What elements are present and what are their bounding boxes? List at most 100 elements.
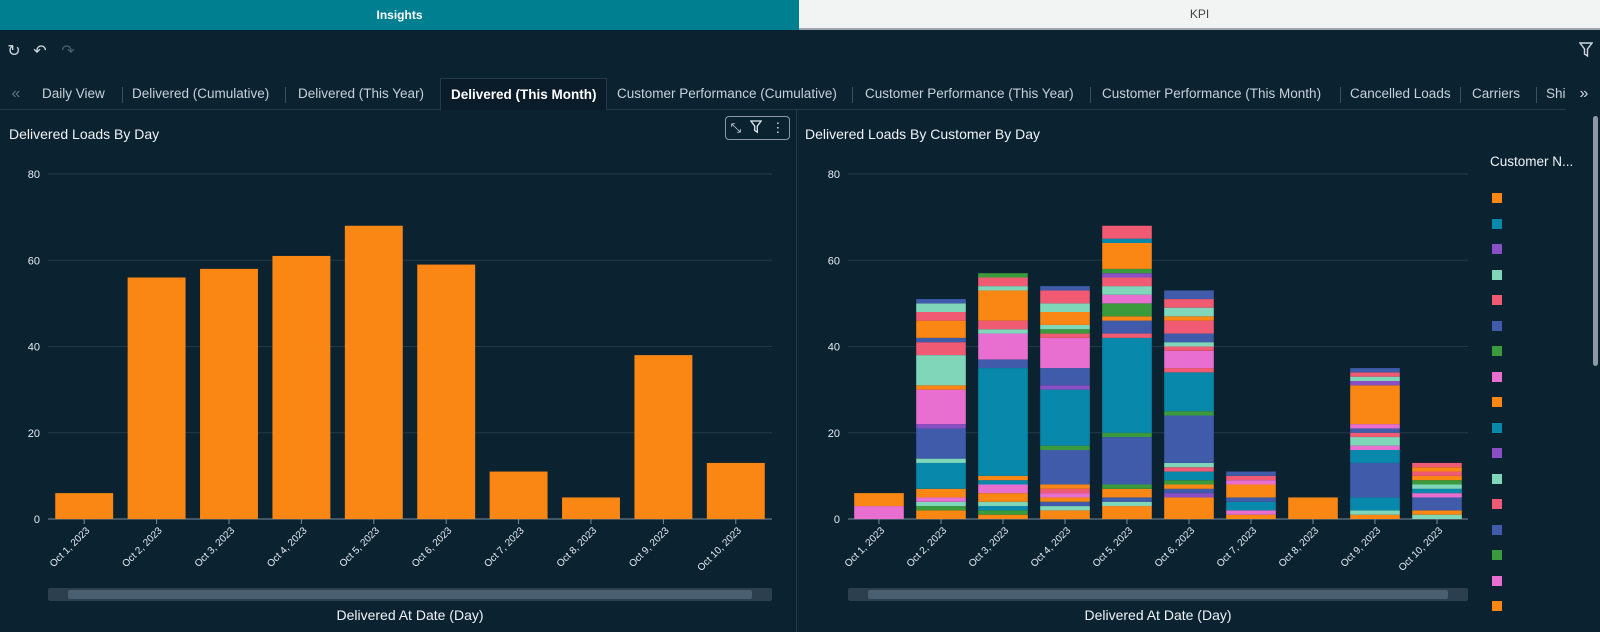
stacked-bar-segment[interactable]: [1164, 299, 1214, 308]
tab-insights[interactable]: Insights: [0, 0, 799, 30]
stacked-bar-segment[interactable]: [916, 510, 966, 519]
stacked-bar-segment[interactable]: [1164, 497, 1214, 519]
legend-swatch[interactable]: [1492, 550, 1502, 560]
stacked-bar-segment[interactable]: [916, 303, 966, 312]
stacked-bar-segment[interactable]: [1040, 484, 1090, 489]
stacked-bar-segment[interactable]: [978, 333, 1028, 360]
stacked-bar-segment[interactable]: [1164, 290, 1214, 300]
stacked-bar-segment[interactable]: [1226, 501, 1276, 511]
stacked-bar-segment[interactable]: [1040, 445, 1090, 450]
stacked-bar-segment[interactable]: [1040, 290, 1090, 304]
sheet-tab-delivered-this-year[interactable]: Delivered (This Year): [298, 86, 425, 101]
stacked-bar-segment[interactable]: [1164, 467, 1214, 472]
legend-swatch[interactable]: [1492, 601, 1502, 611]
stacked-bar-segment[interactable]: [1040, 450, 1090, 485]
stacked-bar-segment[interactable]: [1102, 277, 1152, 287]
bar[interactable]: [489, 471, 548, 519]
stacked-bar-segment[interactable]: [916, 501, 966, 507]
stacked-bar-segment[interactable]: [1226, 480, 1276, 485]
legend-swatch[interactable]: [1492, 448, 1502, 458]
stacked-bar-segment[interactable]: [1040, 497, 1090, 502]
stacked-bar-segment[interactable]: [1226, 497, 1276, 502]
stacked-bar-segment[interactable]: [1412, 493, 1462, 498]
stacked-bar-segment[interactable]: [1350, 514, 1400, 519]
stacked-bar-segment[interactable]: [978, 501, 1028, 507]
stacked-bar-segment[interactable]: [1226, 484, 1276, 498]
scrollbar-thumb[interactable]: [868, 590, 1448, 599]
stacked-bar-segment[interactable]: [1412, 480, 1462, 485]
undo-icon[interactable]: ↶: [33, 43, 47, 60]
stacked-bar-segment[interactable]: [1040, 488, 1090, 494]
stacked-bar-segment[interactable]: [1102, 506, 1152, 519]
stacked-bar-segment[interactable]: [1102, 225, 1152, 239]
stacked-bar-segment[interactable]: [978, 329, 1028, 334]
stacked-bar-segment[interactable]: [978, 273, 1028, 278]
stacked-bar-segment[interactable]: [978, 368, 1028, 476]
scroll-left-icon[interactable]: «: [11, 85, 21, 102]
legend-swatch[interactable]: [1492, 244, 1502, 254]
stacked-bar-segment[interactable]: [916, 506, 966, 511]
stacked-bar-segment[interactable]: [1040, 501, 1090, 507]
stacked-bar-segment[interactable]: [1102, 432, 1152, 438]
stacked-bar-segment[interactable]: [1164, 316, 1214, 321]
stacked-bar-segment[interactable]: [1350, 385, 1400, 425]
scrollbar-thumb[interactable]: [68, 590, 752, 599]
stacked-bar-segment[interactable]: [1164, 484, 1214, 489]
bar[interactable]: [634, 355, 693, 519]
stacked-bar-segment[interactable]: [1350, 497, 1400, 511]
stacked-bar-segment[interactable]: [1040, 385, 1090, 390]
bar[interactable]: [706, 462, 765, 519]
stacked-bar-segment[interactable]: [1350, 437, 1400, 446]
stacked-bar-segment[interactable]: [1164, 471, 1214, 481]
stacked-bar-segment[interactable]: [916, 462, 966, 489]
stacked-bar-segment[interactable]: [1102, 273, 1152, 278]
stacked-bar-segment[interactable]: [916, 312, 966, 321]
tab-kpi[interactable]: KPI: [799, 0, 1600, 30]
stacked-bar-segment[interactable]: [1040, 368, 1090, 386]
stacked-bar-segment[interactable]: [1040, 337, 1090, 369]
stacked-bar-segment[interactable]: [978, 277, 1028, 287]
stacked-bar-segment[interactable]: [1102, 294, 1152, 304]
stacked-bar-segment[interactable]: [1102, 316, 1152, 321]
legend-swatch[interactable]: [1492, 218, 1502, 229]
stacked-bar-segment[interactable]: [1102, 238, 1152, 243]
stacked-bar-segment[interactable]: [1164, 411, 1214, 416]
sheet-tab-customer-performance-this-month[interactable]: Customer Performance (This Month): [1102, 86, 1322, 101]
stacked-bar-segment[interactable]: [978, 493, 1028, 502]
stacked-bar-segment[interactable]: [1412, 488, 1462, 494]
stacked-bar-segment[interactable]: [916, 299, 966, 304]
stacked-bar-segment[interactable]: [1412, 467, 1462, 472]
stacked-bar-segment[interactable]: [1102, 484, 1152, 489]
stacked-bar-segment[interactable]: [978, 480, 1028, 485]
stacked-bar-segment[interactable]: [1350, 510, 1400, 515]
legend-swatch[interactable]: [1492, 499, 1502, 509]
stacked-bar-segment[interactable]: [1040, 506, 1090, 511]
stacked-bar-segment[interactable]: [1102, 243, 1152, 269]
visual-filter-icon[interactable]: [749, 119, 763, 137]
stacked-bar-segment[interactable]: [916, 389, 966, 425]
stacked-bar-segment[interactable]: [1164, 415, 1214, 463]
stacked-bar-segment[interactable]: [1040, 312, 1090, 325]
stacked-bar-segment[interactable]: [916, 385, 966, 390]
stacked-bar-segment[interactable]: [1350, 445, 1400, 450]
stacked-bar-segment[interactable]: [916, 355, 966, 386]
stacked-bar-segment[interactable]: [1164, 342, 1214, 347]
stacked-bar-segment[interactable]: [854, 506, 904, 519]
legend-swatch[interactable]: [1492, 346, 1502, 356]
stacked-bar-segment[interactable]: [1164, 488, 1214, 494]
stacked-bar-segment[interactable]: [854, 493, 904, 507]
bar[interactable]: [272, 255, 331, 519]
sheet-tab-ship[interactable]: Ship: [1546, 86, 1566, 101]
stacked-bar-segment[interactable]: [916, 424, 966, 429]
bar[interactable]: [344, 225, 403, 519]
stacked-bar-segment[interactable]: [1412, 471, 1462, 476]
legend-swatch[interactable]: [1492, 193, 1502, 203]
stacked-bar-segment[interactable]: [1040, 389, 1090, 446]
stacked-bar-segment[interactable]: [1350, 432, 1400, 438]
stacked-bar-segment[interactable]: [1164, 307, 1214, 317]
stacked-bar-segment[interactable]: [978, 286, 1028, 291]
stacked-bar-segment[interactable]: [1412, 484, 1462, 489]
stacked-bar-segment[interactable]: [1164, 368, 1214, 373]
stacked-bar-segment[interactable]: [1102, 437, 1152, 485]
stacked-bar-segment[interactable]: [1102, 303, 1152, 317]
